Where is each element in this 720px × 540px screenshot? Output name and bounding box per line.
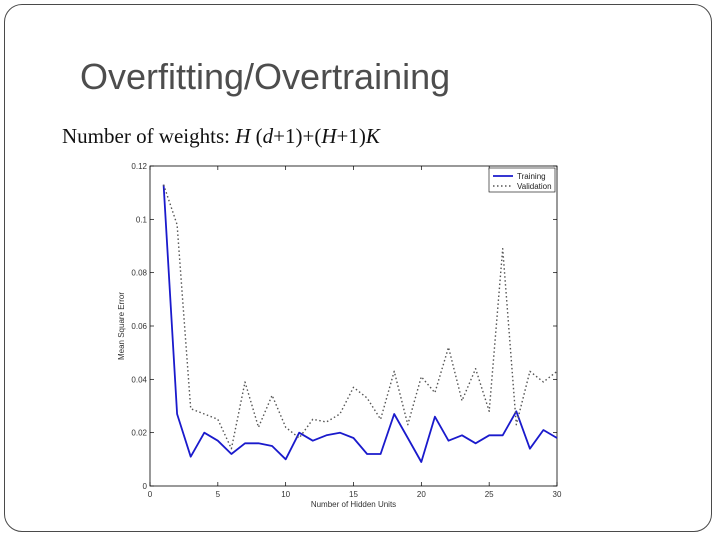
legend-label-training: Training [517,172,546,181]
series-line-training [162,184,558,463]
y-tick-label: 0.06 [131,322,147,331]
x-tick-label: 20 [417,490,426,499]
y-tick-label: 0.12 [131,162,147,171]
y-tick-label: 0.08 [131,269,147,278]
x-tick-label: 15 [349,490,358,499]
y-tick-label: 0.1 [136,215,148,224]
formula-var-h: H [235,124,251,148]
formula-part3: +1) [336,124,366,148]
x-axis-label: Number of Hidden Units [311,500,396,509]
slide-title: Overfitting/Overtraining [80,56,451,97]
formula-prefix: Number of weights: [62,124,236,148]
x-tick-label: 10 [281,490,290,499]
x-tick-label: 25 [485,490,494,499]
formula-paren-open: ( [250,124,263,148]
y-tick-label: 0.04 [131,375,147,384]
weights-formula: Number of weights: H (d+1)+(H+1)K [62,124,380,149]
y-axis-label: Mean Square Error [117,292,126,360]
x-tick-label: 0 [148,490,153,499]
legend-label-validation: Validation [517,182,552,191]
legend-box [488,167,556,193]
formula-var-d: d [262,124,274,148]
x-tick-label: 30 [553,490,562,499]
slide-frame [4,4,712,532]
mse-chart: 0 0.02 0.04 0.06 0.08 0.1 0.12 0 5 10 15 20 25 30 Numb… [117,162,562,509]
y-tick-label: 0 [143,482,148,491]
x-tick-label: 5 [216,490,221,499]
formula-var-k: K [365,124,380,148]
y-tick-label: 0.02 [131,429,147,438]
series-line-validation [162,184,558,450]
formula-part2: +1)+( [273,124,322,148]
formula-var-h2: H [321,124,337,148]
